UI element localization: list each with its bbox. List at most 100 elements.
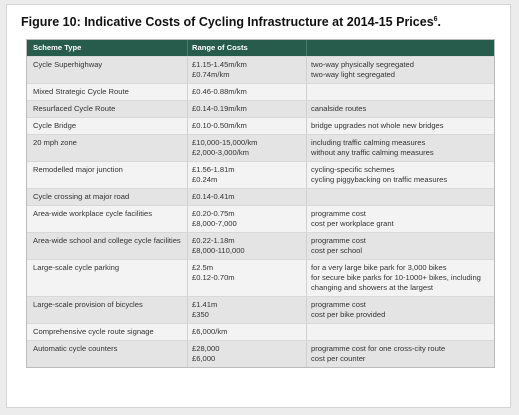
cost-cell: £10,000-15,000/km £2,000-3,000/km: [187, 135, 306, 161]
footnote-ref: 6: [433, 15, 438, 23]
note-cell: including traffic calming measures withou…: [306, 135, 494, 161]
header-cell: Scheme Type: [33, 43, 82, 52]
note-line: including traffic calming measures: [311, 138, 426, 147]
note-line: for secure bike parks for 10-1000+ bikes…: [311, 273, 481, 292]
table-row: Automatic cycle counters £28,000 £6,000 pro…: [27, 340, 494, 367]
note-cell: programme cost cost per school: [306, 233, 494, 259]
cost-cell: £0.22-1.18m £8,000-110,000: [187, 233, 306, 259]
cost-line: £0.22-1.18m: [192, 236, 235, 245]
cost-line: £6,000: [192, 354, 216, 363]
cost-cell: £0.14-0.41m: [187, 189, 306, 205]
table-row: Mixed Strategic Cycle Route £0.46-0.88m/k…: [27, 83, 494, 100]
note-line: two-way light segregated: [311, 70, 395, 79]
table-row: Cycle Bridge £0.10-0.50m/km bridge upgrade…: [27, 117, 494, 134]
cost-cell: £0.14-0.19m/km: [187, 101, 306, 117]
scheme-cell: Area-wide school and college cycle facil…: [33, 236, 181, 245]
note-line: cost per school: [311, 246, 363, 255]
table-row: Remodelled major junction £1.56-1.81m £0.2…: [27, 161, 494, 188]
title-text: Figure 10: Indicative Costs of Cycling I…: [21, 15, 434, 29]
note-cell: [306, 189, 494, 205]
table-row: 20 mph zone £10,000-15,000/km £2,000-3,000…: [27, 134, 494, 161]
header-cell: Range of Costs: [187, 40, 306, 56]
note-cell: cycling-specific schemes cycling piggybac…: [306, 162, 494, 188]
cost-cell: £1.41m £350: [187, 297, 306, 323]
note-cell: canalside routes: [306, 101, 494, 117]
cost-line: £8,000-110,000: [192, 246, 245, 255]
note-line: two-way physically segregated: [311, 60, 414, 69]
note-cell: for a very large bike park for 3,000 bik…: [306, 260, 494, 296]
table-row: Cycle Superhighway £1.15-1.45m/km £0.74m/k…: [27, 56, 494, 83]
scheme-cell: Large-scale provision of bicycles: [33, 300, 143, 309]
note-cell: two-way physically segregated two-way lig…: [306, 57, 494, 83]
cost-cell: £28,000 £6,000: [187, 341, 306, 367]
note-line: cost per workplace grant: [311, 219, 394, 228]
table-row: Resurfaced Cycle Route £0.14-0.19m/km cana…: [27, 100, 494, 117]
note-line: cost per counter: [311, 354, 366, 363]
scheme-cell: Resurfaced Cycle Route: [33, 104, 116, 113]
scheme-cell: Mixed Strategic Cycle Route: [33, 87, 129, 96]
cost-line: £0.24m: [192, 175, 218, 184]
cost-line: £1.15-1.45m/km: [192, 60, 247, 69]
cost-cell: £2.5m £0.12-0.70m: [187, 260, 306, 296]
cost-line: £10,000-15,000/km: [192, 138, 258, 147]
scheme-cell: Cycle Bridge: [33, 121, 77, 130]
cost-line: £1.41m: [192, 300, 218, 309]
note-line: without any traffic calming measures: [311, 148, 434, 157]
cost-line: £350: [192, 310, 209, 319]
cost-line: £8,000-7,000: [192, 219, 237, 228]
scheme-cell: Cycle Superhighway: [33, 60, 103, 69]
header-cell: [306, 40, 494, 56]
cost-line: £0.10-0.50m/km: [192, 121, 247, 130]
cost-line: £0.12-0.70m: [192, 273, 235, 282]
cost-line: £28,000: [192, 344, 220, 353]
cost-cell: £1.15-1.45m/km £0.74m/km: [187, 57, 306, 83]
scheme-cell: Cycle crossing at major road: [33, 192, 130, 201]
scheme-cell: Remodelled major junction: [33, 165, 123, 174]
cost-line: £1.56-1.81m: [192, 165, 235, 174]
table-header: Scheme Type Range of Costs: [27, 40, 494, 56]
cost-line: £2.5m: [192, 263, 214, 272]
note-cell: programme cost cost per bike provided: [306, 297, 494, 323]
note-line: programme cost: [311, 209, 366, 218]
cost-cell: £1.56-1.81m £0.24m: [187, 162, 306, 188]
table-row: Cycle crossing at major road £0.14-0.41m: [27, 188, 494, 205]
cost-line: £0.14-0.41m: [192, 192, 235, 201]
note-line: for a very large bike park for 3,000 bik…: [311, 263, 447, 272]
cost-cell: £0.10-0.50m/km: [187, 118, 306, 134]
figure-card: Figure 10: Indicative Costs of Cycling I…: [6, 4, 511, 408]
note-cell: programme cost for one cross-city route c…: [306, 341, 494, 367]
note-cell: bridge upgrades not whole new bridges: [306, 118, 494, 134]
cost-cell: £0.20-0.75m £8,000-7,000: [187, 206, 306, 232]
cost-line: £0.14-0.19m/km: [192, 104, 247, 113]
note-cell: programme cost cost per workplace grant: [306, 206, 494, 232]
cost-line: £0.20-0.75m: [192, 209, 235, 218]
figure-title: Figure 10: Indicative Costs of Cycling I…: [21, 15, 441, 29]
note-line: cycling-specific schemes: [311, 165, 395, 174]
cost-line: £6,000/km: [192, 327, 228, 336]
note-line: cycling piggybacking on traffic measures: [311, 175, 448, 184]
scheme-cell: Automatic cycle counters: [33, 344, 118, 353]
cost-line: £0.74m/km: [192, 70, 230, 79]
table-row: Large-scale cycle parking £2.5m £0.12-0.70…: [27, 259, 494, 296]
cost-line: £2,000-3,000/km: [192, 148, 249, 157]
note-line: programme cost: [311, 300, 366, 309]
scheme-cell: Comprehensive cycle route signage: [33, 327, 154, 336]
table-row: Comprehensive cycle route signage £6,000/…: [27, 323, 494, 340]
cost-cell: £6,000/km: [187, 324, 306, 340]
scheme-cell: Large-scale cycle parking: [33, 263, 120, 272]
note-line: programme cost for one cross-city route: [311, 344, 446, 353]
scheme-cell: Area-wide workplace cycle facilities: [33, 209, 153, 218]
note-line: cost per bike provided: [311, 310, 386, 319]
note-line: programme cost: [311, 236, 366, 245]
table-row: Area-wide school and college cycle facil…: [27, 232, 494, 259]
cost-line: £0.46-0.88m/km: [192, 87, 247, 96]
note-line: canalside routes: [311, 104, 367, 113]
table-row: Area-wide workplace cycle facilities £0.2…: [27, 205, 494, 232]
cost-table: Scheme Type Range of Costs Cycle Superhi…: [26, 39, 495, 368]
table-row: Large-scale provision of bicycles £1.41m £…: [27, 296, 494, 323]
scheme-cell: 20 mph zone: [33, 138, 77, 147]
note-line: bridge upgrades not whole new bridges: [311, 121, 444, 130]
note-cell: [306, 84, 494, 100]
note-cell: [306, 324, 494, 340]
